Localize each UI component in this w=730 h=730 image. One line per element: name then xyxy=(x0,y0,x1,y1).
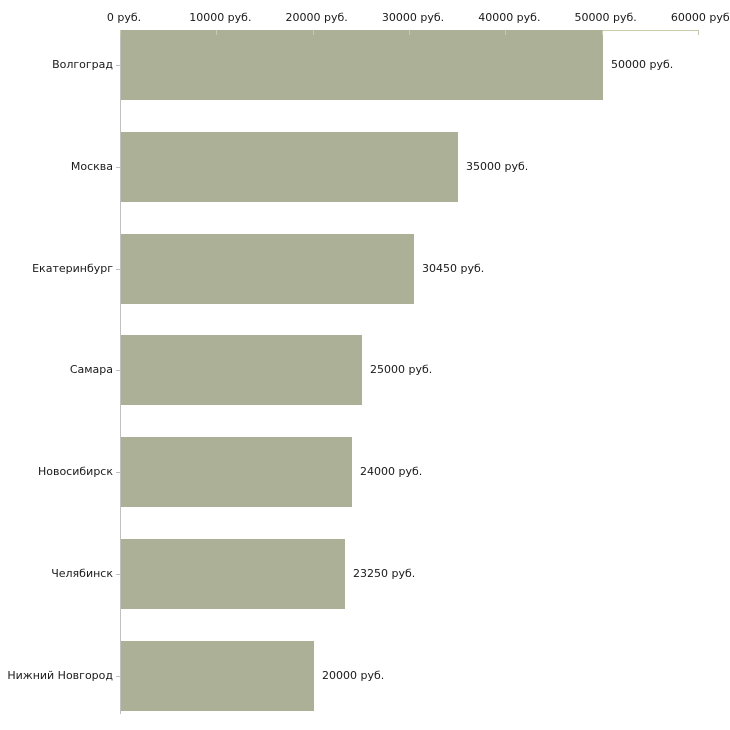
x-tick-label: 40000 руб. xyxy=(478,11,541,24)
x-tick-label: 10000 руб. xyxy=(189,11,252,24)
category-label: Самара xyxy=(69,363,113,376)
x-tick-label: 30000 руб. xyxy=(381,11,445,24)
category-label: Новосибирск xyxy=(37,465,113,478)
y-tick-mark xyxy=(116,269,120,270)
y-tick-mark xyxy=(116,167,120,168)
x-tick-mark xyxy=(216,30,218,35)
value-label: 25000 руб. xyxy=(370,363,433,376)
x-tick-label: 60000 руб. xyxy=(670,11,730,24)
x-tick-mark xyxy=(409,30,410,35)
bar xyxy=(121,641,314,711)
x-tick-label: 20000 руб. xyxy=(285,11,348,24)
bar xyxy=(121,132,458,202)
value-label: 24000 руб. xyxy=(360,465,423,478)
x-tick-mark xyxy=(505,30,507,35)
category-label: Нижний Новгород xyxy=(7,669,113,682)
category-label: Москва xyxy=(70,160,113,173)
value-label: 20000 руб. xyxy=(322,669,385,682)
y-tick-mark xyxy=(116,676,120,677)
y-tick-mark xyxy=(116,370,120,371)
bar xyxy=(121,437,352,507)
y-axis-line xyxy=(120,30,121,714)
category-label: Волгоград xyxy=(52,58,113,71)
category-label: Челябинск xyxy=(51,567,113,580)
value-label: 30450 руб. xyxy=(422,262,485,275)
y-tick-mark xyxy=(116,472,120,473)
bar xyxy=(121,234,414,304)
category-label: Екатеринбург xyxy=(32,262,113,275)
value-label: 35000 руб. xyxy=(466,160,529,173)
x-tick-label: 50000 руб. xyxy=(574,11,637,24)
bar xyxy=(121,335,362,405)
x-tick-mark xyxy=(601,30,603,35)
bar xyxy=(121,539,345,609)
value-label: 23250 руб. xyxy=(353,567,416,580)
y-tick-mark xyxy=(116,574,120,575)
value-label: 50000 руб. xyxy=(611,58,674,71)
x-tick-mark xyxy=(698,30,699,35)
x-tick-label: 0 руб. xyxy=(106,11,142,24)
y-tick-mark xyxy=(116,65,120,66)
x-tick-mark xyxy=(120,30,121,35)
bar xyxy=(121,30,603,100)
x-tick-mark xyxy=(312,30,314,35)
